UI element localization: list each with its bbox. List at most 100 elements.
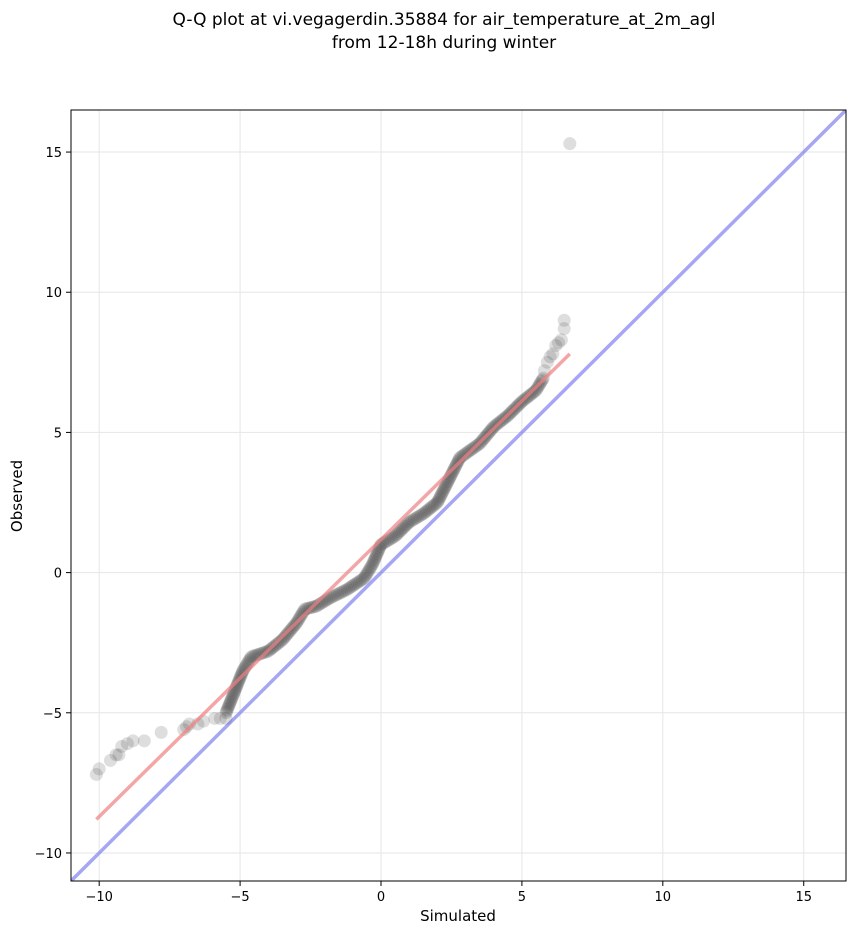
qq-point [359,568,373,582]
qq-point [302,601,316,615]
qq-point [529,383,543,397]
x-tick-label: 10 [655,890,672,905]
qq-point [415,508,429,522]
qq-point [446,464,460,478]
qq-point [427,498,441,512]
qq-point [120,737,134,751]
qq-point [329,588,343,602]
qq-point [182,717,196,731]
y-axis-label: Observed [8,460,26,532]
qq-point [336,584,350,598]
qq-point [439,478,453,492]
axis-ticks: −10 −5 0 5 10 15 −10 −5 0 5 10 15 [35,146,812,905]
qq-point [344,580,358,594]
qq-point [225,690,239,704]
qq-point [557,313,571,327]
qq-point [436,483,450,497]
qq-point [244,650,258,664]
qq-point [222,699,236,713]
qq-point [275,633,289,647]
qq-point [246,649,260,663]
qq-point [295,607,309,621]
y-tick-label: −10 [35,847,62,862]
qq-point [223,697,237,711]
qq-point [311,598,325,612]
qq-point [219,706,233,720]
qq-point [371,545,385,559]
qq-point [219,711,233,725]
qq-point [342,581,356,595]
qq-point [227,687,241,701]
chart-title-line-1: Q-Q plot at vi.vegagerdin.35884 for air_… [172,10,715,30]
qq-point [350,576,364,590]
qq-point [391,526,405,540]
qq-point [277,631,291,645]
qq-point [355,572,369,586]
qq-point [419,504,433,518]
qq-point [394,524,408,538]
qq-point [418,505,432,519]
qq-point [220,702,234,716]
qq-point [404,514,418,528]
qq-point [271,637,285,651]
qq-point [224,694,238,708]
qq-point [340,582,354,596]
qq-point [392,525,406,539]
qq-point [370,546,384,560]
x-tick-label: 0 [377,890,385,905]
qq-point [243,651,257,665]
qq-point [395,522,409,536]
qq-point [331,587,345,601]
x-tick-label: −5 [231,890,250,905]
qq-point [213,711,227,725]
qq-point [455,449,469,463]
y-tick-label: 5 [54,426,62,441]
qq-point [390,528,403,542]
qq-point [226,688,240,702]
qq-point [103,753,117,767]
x-axis-label: Simulated [420,907,496,925]
qq-point [112,748,126,762]
qq-point [223,695,237,709]
qq-point [274,634,288,648]
qq-point [354,573,368,587]
qq-point [424,500,438,514]
qq-point [137,734,151,748]
qq-point [451,454,465,468]
qq-point [413,509,427,523]
qq-point [177,723,191,737]
grid [71,110,846,881]
qq-point [369,550,383,564]
qq-point [388,529,402,543]
qq-point [369,548,383,562]
qq-point [399,518,413,532]
qq-point [352,575,366,589]
qq-point [554,333,568,347]
qq-point [279,628,293,642]
qq-point [221,701,235,715]
qq-point [434,489,448,503]
qq-point [300,602,314,616]
qq-point [364,559,378,573]
qq-point [563,137,577,151]
qq-point [426,499,440,513]
qq-point [411,510,425,524]
qq-point [416,507,430,521]
qq-point [526,386,540,400]
qq-point [406,513,420,527]
qq-point [278,630,292,644]
y-tick-label: 15 [45,146,62,161]
qq-point [557,322,571,336]
qq-point [349,577,363,591]
qq-point [438,480,452,494]
qq-point [230,678,244,692]
qq-point [362,562,376,576]
plot-area [71,110,846,881]
qq-point [325,590,339,604]
qq-point [398,519,412,533]
qq-point [368,552,382,566]
qq-point [347,578,361,592]
qq-point [552,336,566,350]
qq-point [256,646,270,660]
qq-point [220,704,234,718]
